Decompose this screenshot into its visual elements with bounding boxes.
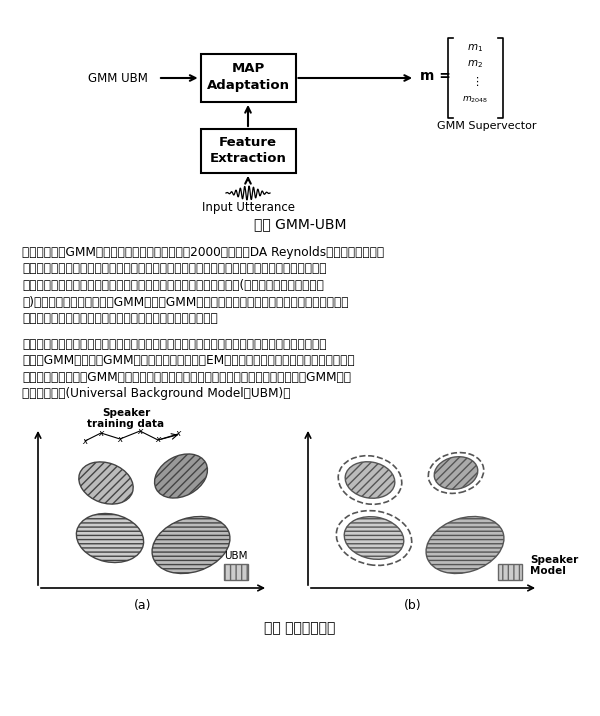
Text: 图三 GMM-UBM: 图三 GMM-UBM [254, 217, 346, 231]
Text: x: x [137, 427, 143, 435]
Text: x: x [98, 428, 104, 437]
Text: x: x [155, 435, 161, 445]
Ellipse shape [336, 511, 412, 566]
Text: x: x [118, 435, 122, 443]
Text: Input Utterance: Input Utterance [202, 200, 295, 213]
Text: $m_{2048}$: $m_{2048}$ [462, 95, 488, 105]
FancyBboxPatch shape [200, 54, 296, 102]
Ellipse shape [345, 462, 395, 498]
Text: $m_2$: $m_2$ [467, 58, 483, 70]
Ellipse shape [426, 516, 504, 574]
Text: 图四 模型训练原理: 图四 模型训练原理 [265, 621, 335, 635]
Text: UBM: UBM [224, 551, 248, 561]
Text: GMM UBM: GMM UBM [88, 72, 148, 84]
Ellipse shape [152, 516, 230, 574]
Text: 始计算GMM的参数（GMM的参数估计是一种称为EM的迭代式估计算法），只需要基于目标用: 始计算GMM的参数（GMM的参数估计是一种称为EM的迭代式估计算法），只需要基于… [22, 354, 355, 367]
Text: Speaker: Speaker [102, 408, 150, 418]
FancyBboxPatch shape [224, 564, 248, 580]
Text: $\vdots$: $\vdots$ [471, 74, 479, 87]
Text: 份的混杂数据中训练而成，因此不具备表征具体身份的能力。: 份的混杂数据中训练而成，因此不具备表征具体身份的能力。 [22, 312, 218, 325]
Text: (a): (a) [134, 599, 152, 612]
Text: MAP: MAP [232, 62, 265, 75]
Ellipse shape [155, 454, 208, 498]
Ellipse shape [344, 517, 404, 559]
Text: Model: Model [530, 566, 566, 576]
Text: Speaker: Speaker [530, 555, 578, 565]
Text: x: x [175, 430, 181, 438]
Text: (b): (b) [404, 599, 422, 612]
Text: 它对语音特征在空间分布的概率模型给出了一个良好的预先估计，我们不必再像过去那样从头开: 它对语音特征在空间分布的概率模型给出了一个良好的预先估计，我们不必再像过去那样从… [22, 338, 326, 351]
Text: 改进的方案：既然没法从目标用户那里收集到足够的语音，那就换一种思路，可以从其他地方收: 改进的方案：既然没法从目标用户那里收集到足够的语音，那就换一种思路，可以从其他地… [22, 263, 326, 276]
Ellipse shape [76, 513, 143, 563]
Ellipse shape [428, 453, 484, 493]
Ellipse shape [434, 457, 478, 489]
Text: Feature: Feature [219, 137, 277, 150]
Text: 通用背景模型(Universal Background Model，UBM)。: 通用背景模型(Universal Background Model，UBM)。 [22, 387, 290, 400]
Text: 集到大量非目标用户的声音，积少成多，我们将这些非目标用户数据(声纹识别领域称为背景数: 集到大量非目标用户的声音，积少成多，我们将这些非目标用户数据(声纹识别领域称为背… [22, 279, 324, 292]
FancyBboxPatch shape [200, 129, 296, 173]
Text: GMM Supervector: GMM Supervector [437, 121, 537, 131]
Ellipse shape [338, 455, 402, 504]
FancyBboxPatch shape [498, 564, 522, 580]
Text: $m_1$: $m_1$ [467, 42, 483, 54]
Text: Adaptation: Adaptation [206, 79, 290, 92]
Text: 户的数据在这个混合GMM上进行参数的微调即可实现目标用户参数的估计，这个混合GMM就叫: 户的数据在这个混合GMM上进行参数的微调即可实现目标用户参数的估计，这个混合GM… [22, 371, 351, 384]
Text: training data: training data [88, 419, 164, 429]
Text: 由于前边使用GMM模型对数据需求量很大，因此2000年前后，DA Reynolds的团队提出了一种: 由于前边使用GMM模型对数据需求量很大，因此2000年前后，DA Reynold… [22, 246, 384, 259]
Ellipse shape [79, 462, 133, 504]
Text: Extraction: Extraction [209, 153, 286, 165]
Text: x: x [82, 437, 88, 445]
Text: 据)混合起来充分训练出一个GMM，这个GMM可以看作是对语音的表征，但由于它是从大量身: 据)混合起来充分训练出一个GMM，这个GMM可以看作是对语音的表征，但由于它是从… [22, 296, 349, 309]
Text: m =: m = [420, 69, 451, 83]
